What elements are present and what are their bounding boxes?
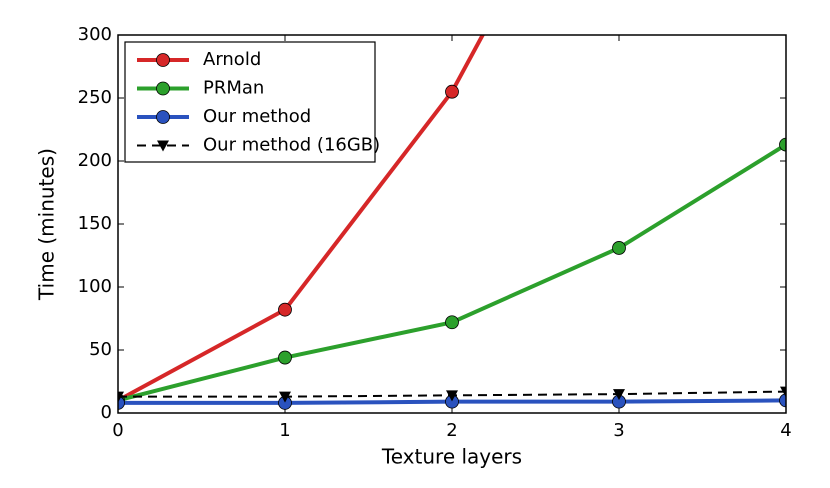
data-point xyxy=(612,241,626,255)
data-point xyxy=(779,137,786,152)
legend-label: Arnold xyxy=(203,49,261,70)
x-tick-label: 4 xyxy=(780,420,791,441)
y-tick-label: 250 xyxy=(78,87,112,108)
x-tick-label: 1 xyxy=(279,420,290,441)
series-line xyxy=(118,142,786,403)
data-point xyxy=(118,391,124,403)
legend-marker xyxy=(156,53,170,67)
y-axis-label: Time (minutes) xyxy=(35,148,59,301)
y-tick-label: 150 xyxy=(78,213,112,234)
y-tick-label: 100 xyxy=(78,276,112,297)
y-tick-label: 300 xyxy=(78,24,112,45)
data-point xyxy=(445,84,459,99)
data-point xyxy=(779,393,786,408)
data-point xyxy=(613,389,625,401)
legend-marker xyxy=(157,140,169,152)
plot-area xyxy=(118,35,786,410)
data-point xyxy=(278,350,292,365)
data-point xyxy=(279,391,291,403)
legend-label: Our method (16GB) xyxy=(203,135,380,156)
legend-label: PRMan xyxy=(203,78,264,99)
y-tick-label: 0 xyxy=(101,402,112,423)
series-line xyxy=(118,35,485,403)
data-point xyxy=(445,315,459,330)
data-point xyxy=(780,386,786,398)
legend-marker xyxy=(156,81,170,96)
x-tick-label: 2 xyxy=(446,420,457,441)
x-axis-label: Texture layers xyxy=(381,445,522,469)
legend-label: Our method xyxy=(203,106,311,127)
plot-frame xyxy=(117,34,787,414)
y-tick-label: 50 xyxy=(89,339,112,360)
x-tick-label: 0 xyxy=(112,420,123,441)
y-tick-label: 200 xyxy=(78,150,112,171)
data-point xyxy=(446,390,458,402)
legend-marker xyxy=(156,110,170,124)
x-tick-label: 3 xyxy=(613,420,624,441)
data-point xyxy=(278,302,292,317)
data-point xyxy=(118,396,125,410)
